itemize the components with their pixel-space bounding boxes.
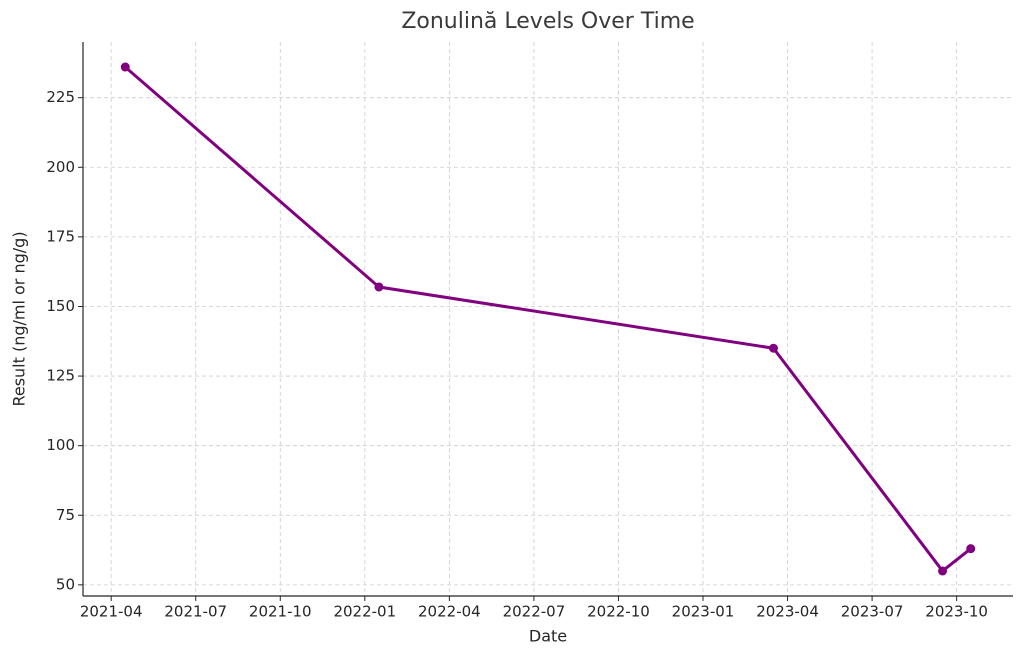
y-tick-label: 50 (56, 575, 75, 593)
x-tick-label: 2022-10 (587, 603, 650, 621)
x-tick-label: 2023-01 (672, 603, 735, 621)
y-tick-label: 150 (46, 297, 75, 315)
x-tick-label: 2022-01 (333, 603, 396, 621)
x-tick-label: 2021-07 (164, 603, 227, 621)
x-tick-label: 2022-07 (503, 603, 566, 621)
data-point (966, 544, 976, 554)
x-tick-label: 2022-04 (418, 603, 481, 621)
chart-title: Zonulină Levels Over Time (401, 9, 694, 34)
y-tick-label: 125 (46, 367, 75, 385)
x-tick-label: 2023-10 (925, 603, 988, 621)
x-tick-label: 2023-04 (756, 603, 819, 621)
y-tick-label: 100 (46, 436, 75, 454)
y-tick-label: 175 (46, 227, 75, 245)
x-axis-label: Date (529, 627, 567, 646)
data-point (374, 282, 384, 292)
x-tick-label: 2021-04 (80, 603, 143, 621)
data-line (124, 65, 972, 574)
x-tick-label: 2021-10 (249, 603, 312, 621)
data-point (120, 62, 130, 72)
x-tick-label: 2023-07 (841, 603, 904, 621)
data-point (938, 566, 948, 576)
y-tick-label: 225 (46, 88, 75, 106)
y-axis-label: Result (ng/ml or ng/g) (10, 231, 29, 406)
data-point (768, 343, 778, 353)
y-tick-label: 75 (56, 506, 75, 524)
y-tick-label: 200 (46, 158, 75, 176)
